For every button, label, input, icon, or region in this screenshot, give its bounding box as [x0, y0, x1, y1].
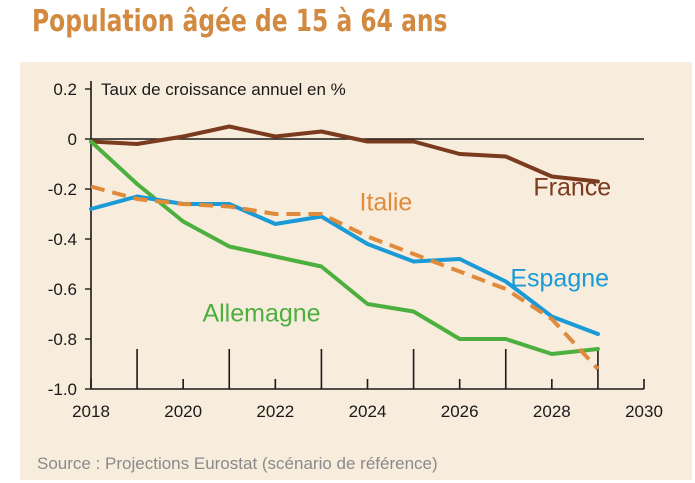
y-tick-label-0: 0.2	[53, 80, 77, 99]
x-tick-label-4: 2026	[441, 402, 479, 421]
source-note: Source : Projections Eurostat (scénario …	[37, 454, 438, 473]
line-chart: 0.2 0 -0.2 -0.4 -0.6 -0.8 -1.0 Taux de croissan…	[48, 80, 663, 421]
y-tick-label-5: -0.8	[48, 330, 77, 349]
y-tick-label-3: -0.4	[48, 230, 77, 249]
series-label-italie: Italie	[360, 188, 413, 216]
x-tick-label-3: 2024	[349, 402, 387, 421]
x-tick-label-5: 2028	[533, 402, 571, 421]
series-line-allemagne	[89, 139, 600, 356]
chart-panel: 0.2 0 -0.2 -0.4 -0.6 -0.8 -1.0 Taux de croissan…	[20, 62, 692, 480]
series-label-allemagne: Allemagne	[202, 300, 320, 328]
x-tick-label-6: 2030	[625, 402, 663, 421]
y-tick-label-2: -0.2	[48, 180, 77, 199]
series-line-italie	[90, 184, 600, 371]
series-line-france	[89, 124, 600, 184]
y-tick-label-6: -1.0	[48, 380, 77, 399]
series-line-espagne	[89, 194, 600, 336]
x-tick-label-1: 2020	[164, 402, 202, 421]
y-axis-label: Taux de croissance annuel en %	[101, 80, 346, 99]
series-label-espagne: Espagne	[510, 265, 609, 293]
x-tick-label-2: 2022	[256, 402, 294, 421]
y-tick-label-1: 0	[68, 130, 77, 149]
y-tick-label-4: -0.6	[48, 280, 77, 299]
chart-title: Population âgée de 15 à 64 ans	[32, 4, 448, 39]
x-tick-label-0: 2018	[72, 402, 110, 421]
series-label-france: France	[533, 173, 611, 201]
